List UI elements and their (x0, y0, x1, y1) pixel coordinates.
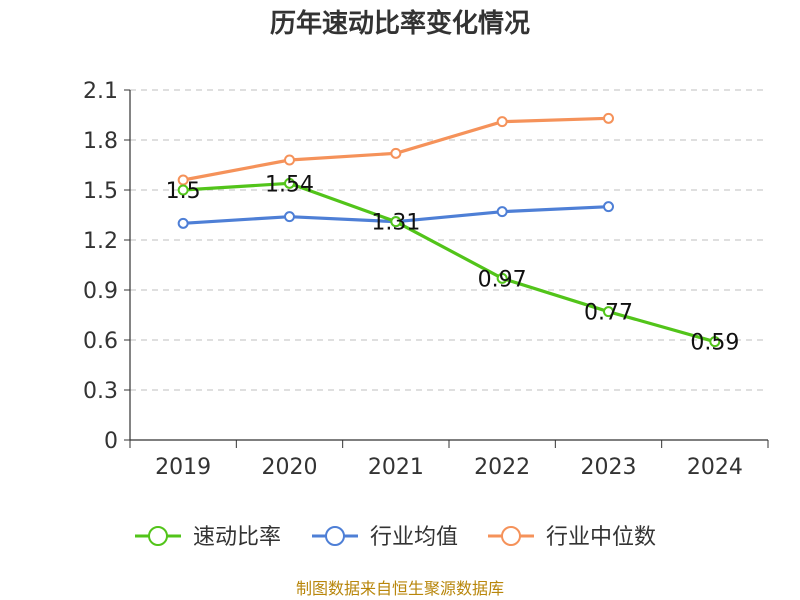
x-tick-label: 2020 (262, 455, 318, 480)
y-tick-label: 0 (104, 429, 118, 454)
data-label: 1.31 (371, 211, 420, 236)
series-point-1 (496, 206, 508, 218)
x-tick-label: 2024 (687, 455, 743, 480)
series-point-2 (603, 112, 614, 124)
x-tick-label: 2022 (474, 455, 530, 480)
data-label: 1.54 (265, 172, 314, 197)
legend-label-1[interactable]: 行业均值 (370, 525, 458, 550)
series-point-1 (177, 217, 189, 229)
series-point-0 (177, 184, 189, 196)
y-tick-label: 1.8 (83, 129, 118, 154)
series-point-2 (284, 154, 295, 166)
data-label: 0.59 (690, 331, 739, 356)
y-tick-label: 2.1 (83, 79, 118, 104)
legend-label-2[interactable]: 行业中位数 (546, 525, 656, 550)
axes: 0 0.3 0.6 0.9 1.2 1.5 1.8 2.1 2019 2020 2021 2022 20… (83, 79, 769, 480)
y-tick-label: 0.3 (83, 379, 118, 404)
y-tick-label: 0.6 (83, 329, 118, 354)
grid (130, 89, 768, 391)
series-point-2 (390, 147, 402, 159)
series-point-2 (496, 116, 508, 128)
y-tick-label: 1.5 (83, 179, 118, 204)
series-line-0 (183, 181, 716, 344)
legend-marker-2 (501, 526, 521, 546)
data-label: 0.77 (584, 301, 633, 326)
legend-marker-0 (148, 526, 168, 546)
data-label: 1.5 (166, 179, 201, 204)
y-tick-label: 1.2 (83, 229, 118, 254)
series-point-0 (390, 216, 402, 228)
x-tick-label: 2021 (368, 455, 424, 480)
x-tick-label: 2023 (581, 455, 637, 480)
data-label: 0.97 (478, 267, 527, 292)
legend: 速动比率 行业均值 行业中位数 (135, 525, 656, 550)
legend-label-0[interactable]: 速动比率 (193, 525, 281, 550)
series-point-1 (603, 201, 614, 213)
series-point-0 (709, 336, 721, 348)
series-point-0 (496, 272, 508, 284)
source-note: 制图数据来自恒生聚源数据库 (296, 579, 504, 598)
series-point-1 (284, 211, 295, 223)
series-layer (177, 112, 721, 348)
y-tick-label: 0.9 (83, 279, 118, 304)
series-point-0 (603, 306, 614, 318)
data-labels: 1.5 1.54 1.31 0.97 0.77 0.59 (166, 172, 740, 355)
x-tick-label: 2019 (155, 455, 211, 480)
chart-title: 历年速动比率变化情况 (270, 8, 530, 39)
legend-marker-1 (325, 526, 345, 546)
series-point-0 (284, 177, 295, 189)
